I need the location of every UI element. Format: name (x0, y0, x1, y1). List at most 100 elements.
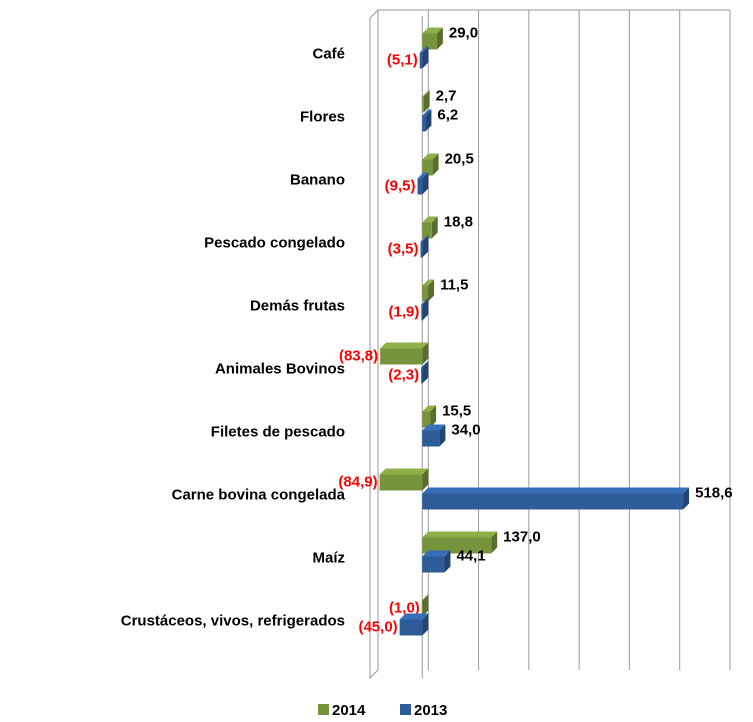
value-label: 11,5 (440, 276, 468, 293)
bar-face (432, 153, 439, 176)
value-label: (9,5) (385, 177, 416, 194)
bar-face (422, 216, 438, 223)
bar-face (422, 33, 437, 50)
value-label: (84,9) (338, 473, 377, 490)
bar-face (422, 411, 431, 428)
category-label: Flores (300, 108, 345, 125)
bar-face (491, 531, 498, 554)
bar-face (419, 46, 429, 53)
bar-face (421, 367, 423, 384)
bar-face (422, 298, 429, 321)
bar-face (379, 474, 423, 491)
bar (399, 613, 429, 636)
bar (421, 298, 429, 321)
bar-face (422, 235, 429, 258)
category-label: Maíz (312, 549, 345, 566)
bar-face (422, 342, 429, 365)
bar-face (419, 52, 423, 69)
category-label: Crustáceos, vivos, refrigerados (121, 612, 345, 629)
value-label: (1,0) (389, 599, 420, 616)
bar-face (422, 222, 432, 239)
bar-face (421, 304, 423, 321)
category-label: Café (312, 45, 345, 62)
bar-face (421, 594, 429, 601)
bar-face (421, 361, 429, 368)
category-label: Filetes de pescado (211, 423, 345, 440)
side-wall (369, 8, 379, 680)
category-label: Demás frutas (250, 297, 345, 314)
bar-face (422, 109, 432, 116)
value-label: 15,5 (442, 402, 471, 419)
bar (422, 405, 437, 428)
value-label: (5,1) (387, 51, 418, 68)
bar-face (423, 90, 430, 113)
value-label: 6,2 (437, 106, 458, 123)
value-label: 20,5 (445, 150, 474, 167)
value-label: (45,0) (358, 618, 397, 635)
legend-label: 2013 (414, 702, 447, 719)
bar-face (422, 405, 437, 412)
value-label: (1,9) (388, 303, 419, 320)
value-label: (3,5) (388, 240, 419, 257)
bar (422, 153, 439, 176)
bar-face (379, 468, 429, 475)
bar-face (422, 550, 451, 557)
value-label: 2,7 (436, 87, 457, 104)
legend-swatch (400, 704, 411, 715)
value-label: 137,0 (503, 528, 541, 545)
bar-face (431, 216, 438, 239)
value-label: 518,6 (695, 484, 733, 501)
bar-face (430, 405, 437, 428)
bar-face (399, 619, 423, 636)
bar-face (399, 613, 429, 620)
bar (419, 46, 429, 69)
bar-face (422, 430, 440, 447)
bar-face (422, 493, 684, 510)
bar-face (422, 537, 492, 554)
bar-face (422, 468, 429, 491)
bar-face (422, 153, 439, 160)
category-label: Carne bovina congelada (172, 486, 346, 503)
bar-face (422, 90, 430, 97)
bar (422, 109, 432, 132)
bar-face (428, 279, 435, 302)
bar (421, 594, 429, 617)
bar (422, 531, 498, 554)
bar-face (436, 27, 443, 50)
bar (422, 279, 435, 302)
bar-face (380, 348, 423, 365)
bar-face (439, 424, 446, 447)
value-label: 29,0 (449, 24, 478, 41)
bar-face (422, 27, 443, 34)
bar-face (422, 172, 429, 195)
bar-face (380, 342, 429, 349)
bar-face (420, 235, 429, 242)
bar-face (422, 424, 446, 431)
bar (422, 424, 446, 447)
bar-face (444, 550, 451, 573)
bar-face (422, 279, 435, 286)
value-label: (83,8) (339, 347, 378, 364)
bar (420, 235, 429, 258)
bar-face (420, 241, 423, 258)
bar (422, 550, 451, 573)
value-label: (2,3) (388, 366, 419, 383)
bar (422, 27, 443, 50)
bar (417, 172, 429, 195)
bar-face (417, 178, 423, 195)
bar-face (422, 159, 433, 176)
bar (421, 361, 429, 384)
bar-face (422, 46, 429, 69)
legend-label: 2014 (332, 702, 366, 719)
bar-face (422, 115, 426, 132)
category-label: Banano (290, 171, 345, 188)
bar-face (422, 594, 429, 617)
value-label: 34,0 (451, 421, 480, 438)
bar-face (422, 96, 424, 113)
bar-face (422, 361, 429, 384)
bar (380, 342, 429, 365)
bar-face (422, 531, 498, 538)
bar-face (422, 613, 429, 636)
category-label: Pescado congelado (204, 234, 345, 251)
